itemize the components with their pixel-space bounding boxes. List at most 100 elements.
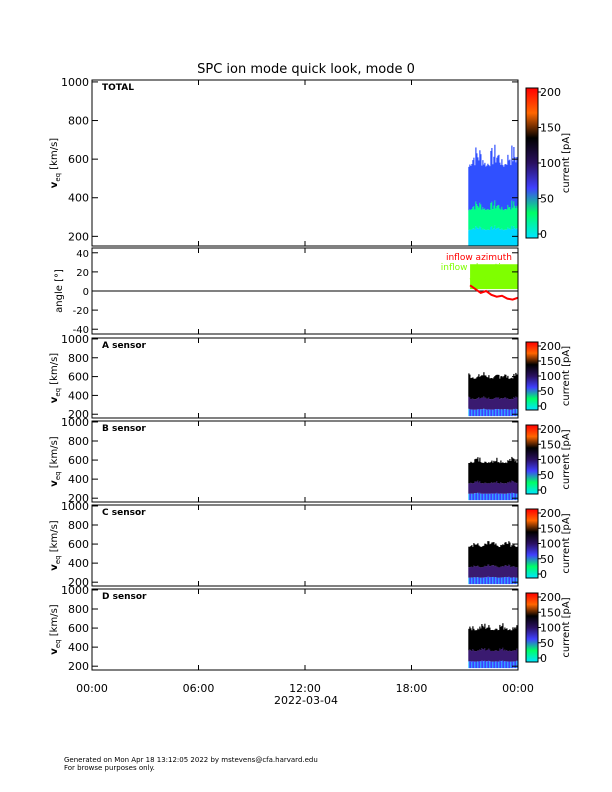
heatmap-cell xyxy=(505,462,507,484)
y-tick-label: 1000 xyxy=(61,416,89,429)
heatmap-cell xyxy=(498,409,500,417)
heatmap-cell xyxy=(489,378,491,400)
heatmap-cell xyxy=(510,409,512,417)
heatmap-cell xyxy=(481,209,483,230)
heatmap-cell xyxy=(485,661,487,669)
heatmap-cell xyxy=(508,228,510,246)
y-tick-label: 600 xyxy=(68,622,89,635)
heatmap-cell xyxy=(498,154,500,205)
heatmap-cell xyxy=(501,376,503,399)
heatmap-cell xyxy=(496,628,498,651)
heatmap-cell xyxy=(503,577,505,585)
heatmap-cell xyxy=(477,376,479,399)
heatmap-cell xyxy=(489,210,491,231)
heatmap-cell xyxy=(495,493,497,501)
colorbar-tick-label: 100 xyxy=(540,454,561,467)
heatmap-cell xyxy=(510,461,512,483)
heatmap-cell xyxy=(514,398,516,410)
panel-label: C sensor xyxy=(102,508,146,518)
heatmap-cell xyxy=(476,458,478,482)
heatmap-cell xyxy=(495,375,497,398)
heatmap-cell xyxy=(476,630,478,652)
heatmap-cell xyxy=(496,566,498,578)
heatmap-cell xyxy=(481,648,483,661)
heatmap-cell xyxy=(488,576,490,585)
heatmap-cell xyxy=(493,228,495,246)
heatmap-cell xyxy=(499,547,501,568)
heatmap-cell xyxy=(486,661,488,669)
heatmap-cell xyxy=(479,546,481,568)
heatmap-cell xyxy=(476,566,478,578)
heatmap-cell xyxy=(510,399,512,410)
heatmap-cell xyxy=(512,399,514,410)
heatmap-cell xyxy=(487,541,489,565)
heatmap-cell xyxy=(486,209,488,230)
heatmap-cell xyxy=(499,399,501,410)
y-tick-label: 1000 xyxy=(61,76,89,89)
heatmap-cell xyxy=(487,462,489,484)
heatmap-cell xyxy=(475,630,477,652)
heatmap-cell xyxy=(515,547,517,568)
heatmap-cell xyxy=(490,150,492,204)
heatmap-cell xyxy=(507,409,509,417)
heatmap-cell xyxy=(493,542,495,566)
heatmap-cell xyxy=(493,565,495,577)
heatmap-cell xyxy=(516,625,518,649)
heatmap-cell xyxy=(499,208,501,230)
heatmap-cell xyxy=(486,544,488,567)
y-tick-label: 1000 xyxy=(61,333,89,346)
heatmap-cell xyxy=(493,460,495,483)
panel-frame xyxy=(91,337,519,419)
heatmap-cell xyxy=(505,397,507,410)
panel-frame xyxy=(91,79,519,247)
heatmap-cell xyxy=(500,544,502,567)
heatmap-cell xyxy=(508,409,510,417)
heatmap-cell xyxy=(492,576,494,585)
heatmap-cell xyxy=(481,409,483,417)
heatmap-cell xyxy=(493,205,495,229)
heatmap-cell xyxy=(485,493,487,501)
heatmap-cell xyxy=(506,463,508,484)
heatmap-cell xyxy=(471,493,473,501)
heatmap-cell xyxy=(482,483,484,494)
heatmap-cell xyxy=(502,623,504,648)
heatmap-cell xyxy=(507,544,509,567)
heatmap-cell xyxy=(470,409,472,417)
heatmap-cell xyxy=(499,493,501,501)
heatmap-cell xyxy=(484,493,486,501)
heatmap-cell xyxy=(486,462,488,484)
heatmap-cell xyxy=(470,378,472,400)
colorbar-tick-label: 150 xyxy=(540,606,561,619)
heatmap-cell xyxy=(479,409,481,417)
heatmap-cell xyxy=(475,544,477,567)
colorbar xyxy=(525,87,539,239)
heatmap-cell xyxy=(514,661,516,669)
heatmap-cell xyxy=(499,378,501,400)
heatmap-cell xyxy=(488,493,490,501)
heatmap-cell xyxy=(477,628,479,651)
heatmap-cell xyxy=(501,398,503,410)
heatmap-cell xyxy=(494,566,496,578)
heatmap-cell xyxy=(505,628,507,651)
heatmap-cell xyxy=(502,409,504,417)
heatmap-cell xyxy=(507,630,509,652)
heatmap-cell xyxy=(512,207,514,230)
heatmap-cell xyxy=(488,409,490,417)
heatmap-cell xyxy=(470,493,472,501)
heatmap-cell xyxy=(491,377,493,399)
heatmap-cell xyxy=(509,577,511,585)
heatmap-cell xyxy=(468,661,470,669)
heatmap-cell xyxy=(493,377,495,399)
heatmap-cell xyxy=(511,145,513,201)
heatmap-cell xyxy=(475,458,477,482)
heatmap-cell xyxy=(487,229,489,246)
heatmap-cell xyxy=(505,542,507,566)
heatmap-cell xyxy=(516,462,518,484)
heatmap-cell xyxy=(501,493,503,501)
heatmap-cell xyxy=(479,226,481,246)
heatmap-cell xyxy=(473,228,475,246)
heatmap-cell xyxy=(474,378,476,400)
heatmap-cell xyxy=(502,544,504,567)
heatmap-cell xyxy=(497,409,499,417)
y-tick-label: 40 xyxy=(76,249,89,260)
